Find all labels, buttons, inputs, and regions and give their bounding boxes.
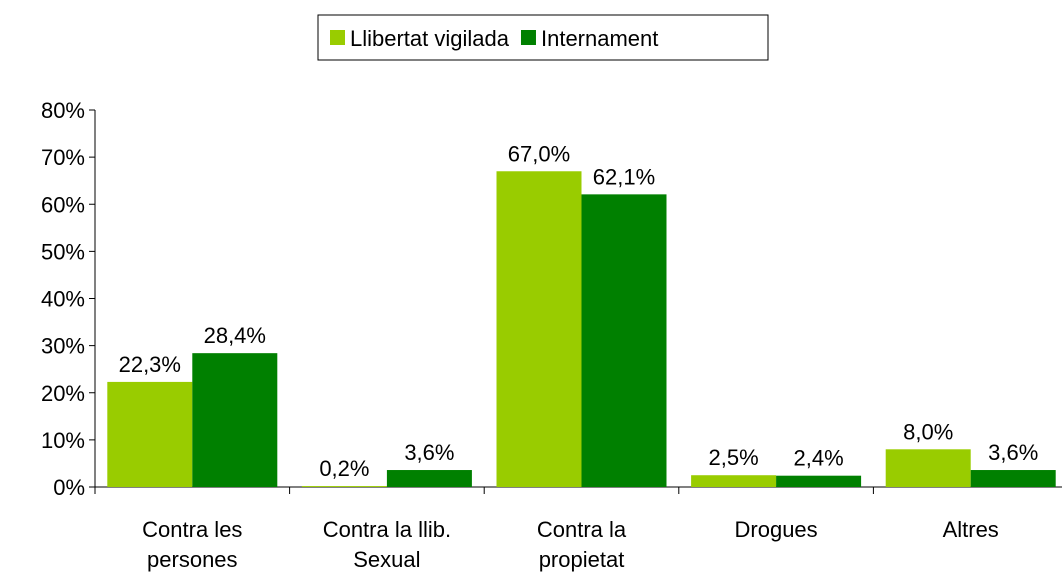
value-label: 0,2% (319, 456, 369, 481)
bar (386, 470, 472, 487)
y-tick-label: 60% (41, 192, 85, 217)
value-label: 2,5% (709, 445, 759, 470)
value-label: 22,3% (119, 352, 181, 377)
legend-label: Internament (541, 26, 658, 51)
value-label: 62,1% (593, 164, 655, 189)
bar (107, 381, 193, 487)
bar (496, 171, 582, 487)
legend-label: Llibertat vigilada (350, 26, 510, 51)
x-tick-label: Sexual (353, 547, 420, 572)
y-tick-label: 0% (53, 475, 85, 500)
bar (885, 449, 971, 487)
y-tick-label: 20% (41, 381, 85, 406)
value-label: 8,0% (903, 419, 953, 444)
value-label: 3,6% (988, 440, 1038, 465)
bar (192, 353, 278, 487)
value-label: 2,4% (794, 446, 844, 471)
x-tick-label: Contra la llib. (323, 517, 451, 542)
y-tick-label: 30% (41, 334, 85, 359)
value-label: 28,4% (204, 323, 266, 348)
bar (970, 470, 1056, 487)
bar (691, 475, 777, 487)
value-label: 67,0% (508, 141, 570, 166)
legend-swatch (330, 30, 345, 45)
x-tick-label: persones (147, 547, 238, 572)
bar (301, 486, 387, 487)
y-tick-label: 80% (41, 98, 85, 123)
bar (581, 194, 667, 487)
legend-box (317, 14, 769, 61)
legend-swatch (520, 30, 536, 45)
y-tick-label: 70% (41, 145, 85, 170)
x-tick-label: Drogues (735, 517, 818, 542)
y-tick-label: 40% (41, 287, 85, 312)
value-label: 3,6% (404, 440, 454, 465)
x-tick-label: Altres (943, 517, 999, 542)
bar (776, 475, 862, 487)
y-tick-label: 50% (41, 239, 85, 264)
x-tick-label: propietat (539, 547, 625, 572)
x-tick-label: Contra les (142, 517, 242, 542)
x-tick-label: Contra la (537, 517, 627, 542)
y-tick-label: 10% (41, 428, 85, 453)
